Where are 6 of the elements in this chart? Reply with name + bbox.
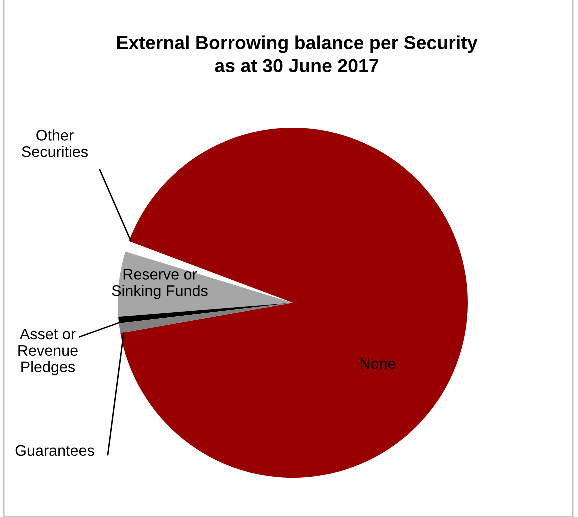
- slice-label: Reserve or Sinking Funds: [112, 269, 208, 300]
- slice-label: Other Securities: [22, 130, 88, 158]
- slice-label: Asset or Revenue Pledges: [18, 328, 78, 376]
- slice-label: Guarantees: [16, 445, 94, 456]
- chart-title: External Borrowing balance per Security as at 30 June 2017: [117, 36, 478, 73]
- slice-label: None: [360, 358, 396, 370]
